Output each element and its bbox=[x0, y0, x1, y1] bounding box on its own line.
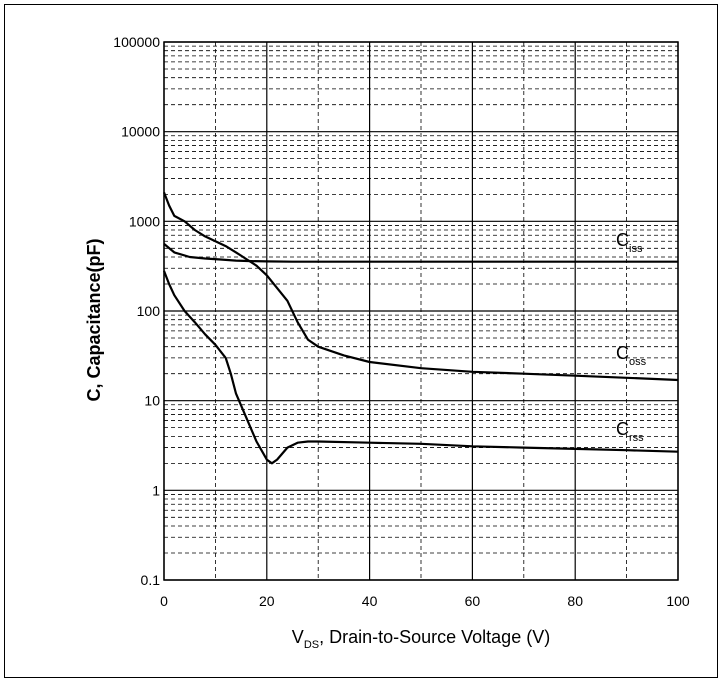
series-line-ciss bbox=[163, 243, 678, 263]
x-tick-label: 40 bbox=[362, 593, 378, 609]
series-line-crss bbox=[162, 270, 679, 465]
x-axis-label: VDS, Drain-to-Source Voltage (V) bbox=[292, 627, 550, 651]
x-tick-label: 100 bbox=[666, 593, 690, 609]
y-tick-label: 10000 bbox=[121, 124, 160, 140]
x-tick-label: 80 bbox=[567, 593, 583, 609]
plot-border bbox=[163, 41, 679, 581]
series-label-ciss: Ciss bbox=[616, 230, 643, 255]
series-line-coss bbox=[162, 192, 679, 382]
x-tick-labels: 0 20 40 60 80 100 bbox=[160, 593, 690, 609]
y-tick-label: 100 bbox=[137, 303, 161, 319]
x-tick-label: 0 bbox=[160, 593, 168, 609]
series-label-crss: Crss bbox=[616, 419, 644, 444]
y-tick-label: 0.1 bbox=[141, 572, 161, 588]
y-axis-label: C, Capacitance(pF) bbox=[84, 238, 104, 401]
x-tick-label: 20 bbox=[259, 593, 275, 609]
figure-frame bbox=[4, 4, 718, 678]
grid bbox=[163, 41, 679, 581]
y-tick-label: 10 bbox=[144, 393, 160, 409]
x-tick-label: 60 bbox=[465, 593, 481, 609]
y-tick-label: 100000 bbox=[113, 34, 160, 50]
series-label-coss: Coss bbox=[616, 343, 647, 368]
series-lines bbox=[162, 192, 679, 465]
y-tick-label: 1 bbox=[152, 482, 160, 498]
y-tick-labels: 0.1 1 10 100 1000 10000 100000 bbox=[113, 34, 160, 588]
y-tick-label: 1000 bbox=[129, 213, 160, 229]
